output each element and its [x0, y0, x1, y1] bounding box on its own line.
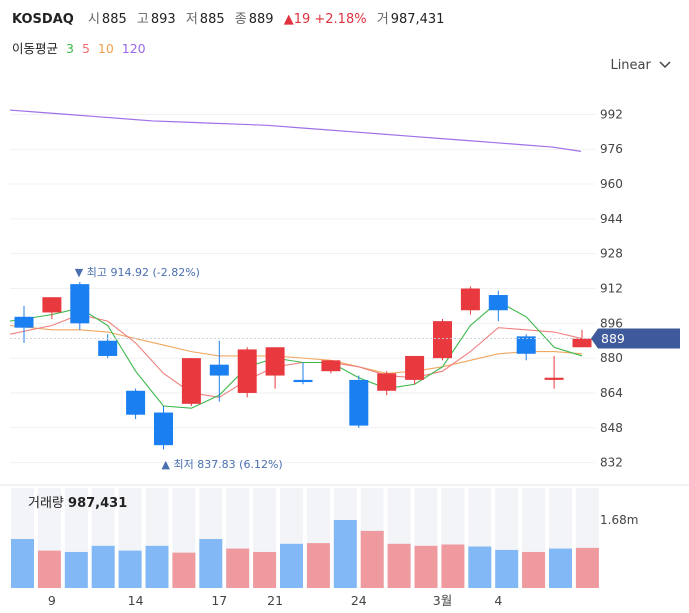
y-tick-label: 992 [600, 107, 623, 121]
volume-bar [522, 551, 546, 588]
high-value: 893 [150, 12, 176, 27]
volume-bar [199, 539, 223, 588]
ma3-line [9, 300, 583, 409]
scale-dropdown[interactable]: Linear [610, 58, 671, 73]
x-tick-label: 21 [267, 593, 283, 608]
candle-body [377, 373, 397, 391]
candle-body [433, 321, 452, 359]
candle-body [460, 288, 480, 311]
volume-bar [91, 545, 115, 588]
ma5-line [9, 314, 583, 398]
close-value: 889 [248, 12, 274, 27]
chevron-down-icon [659, 61, 671, 69]
x-tick-label: 4 [494, 593, 502, 608]
candle-body [209, 364, 229, 376]
index-name: KOSDAQ [12, 12, 74, 27]
x-tick-label: 9 [48, 593, 56, 608]
volume-bar [414, 545, 438, 588]
candle-body [572, 338, 592, 348]
scale-dropdown-label: Linear [610, 58, 651, 73]
volume-bar [387, 543, 411, 588]
volume-bar [468, 546, 492, 588]
open-value: 885 [101, 12, 127, 27]
volume-panel-value: 987,431 [68, 496, 128, 511]
volume-value: 987,431 [390, 12, 445, 27]
volume-bar [549, 548, 572, 588]
y-tick-label: 896 [600, 316, 623, 330]
volume-bar [280, 543, 303, 588]
volume-bar [145, 545, 169, 588]
volume-panel-label: 거래량 987,431 [28, 492, 127, 511]
ma5-legend: 5 [81, 41, 90, 56]
y-tick-label: 976 [600, 142, 623, 156]
volume-bar [495, 549, 519, 588]
close-label: 종 [234, 12, 247, 27]
y-tick-label: 960 [600, 177, 623, 191]
candle-body [544, 377, 564, 380]
candle-body [237, 349, 257, 393]
ma-legend-title: 이동평균 [12, 41, 59, 56]
ma3-legend: 3 [66, 41, 74, 56]
volume-bar [64, 551, 88, 588]
x-tick-label: 17 [211, 593, 227, 608]
y-tick-label: 928 [600, 247, 623, 261]
candle-body [349, 379, 369, 426]
volume-bar [441, 544, 465, 588]
volume-bar [172, 552, 196, 588]
volume-label: 거 [376, 12, 389, 27]
candle-body [181, 358, 201, 404]
low-annotation: ▲ 최저 837.83 (6.12%) [162, 458, 283, 471]
volume-bar [118, 550, 142, 588]
candle-body [265, 347, 285, 376]
x-tick-label: 14 [128, 593, 144, 608]
current-price-label: 889 [601, 331, 625, 346]
high-label: 고 [136, 12, 149, 27]
volume-bar [575, 547, 599, 588]
volume-bar [360, 530, 384, 588]
candle-body [488, 295, 508, 311]
candle-body [70, 284, 90, 324]
candle-body [516, 336, 536, 354]
candle-body [321, 360, 341, 372]
candle-body [14, 316, 34, 328]
candle-body [98, 340, 118, 356]
volume-bar [226, 548, 250, 588]
volume-bar [306, 543, 330, 588]
current-price-tag [591, 328, 680, 349]
volume-panel-title: 거래량 [28, 496, 64, 511]
change-value: ▲19 +2.18% [283, 12, 367, 27]
x-tick-label: 24 [351, 593, 367, 608]
open-label: 시 [87, 12, 100, 27]
high-annotation: ▼ 최고 914.92 (-2.82%) [75, 266, 200, 279]
ma120-legend: 120 [121, 41, 146, 56]
candle-body [126, 390, 146, 415]
ma120-line [9, 109, 582, 152]
y-tick-label: 864 [600, 386, 623, 400]
y-tick-label: 832 [600, 456, 623, 470]
low-value: 885 [199, 12, 225, 27]
volume-max-label: 1.68m [600, 513, 638, 527]
y-tick-label: 912 [600, 282, 623, 296]
volume-bar [37, 550, 61, 588]
moving-average-legend[interactable]: 이동평균 3 5 10 120 [12, 38, 150, 57]
ma10-legend: 10 [97, 41, 114, 56]
low-label: 저 [185, 12, 198, 27]
candle-body [42, 297, 62, 313]
volume-bar [253, 551, 277, 588]
y-tick-label: 848 [600, 421, 623, 435]
volume-bar [333, 520, 357, 588]
candle-body [293, 379, 313, 383]
y-tick-label: 944 [600, 212, 623, 226]
x-tick-label: 3월 [433, 593, 452, 608]
y-tick-label: 880 [600, 351, 623, 365]
ma10-line [9, 324, 583, 374]
candle-body [154, 412, 173, 446]
volume-bar [11, 539, 34, 588]
candle-body [405, 355, 425, 380]
